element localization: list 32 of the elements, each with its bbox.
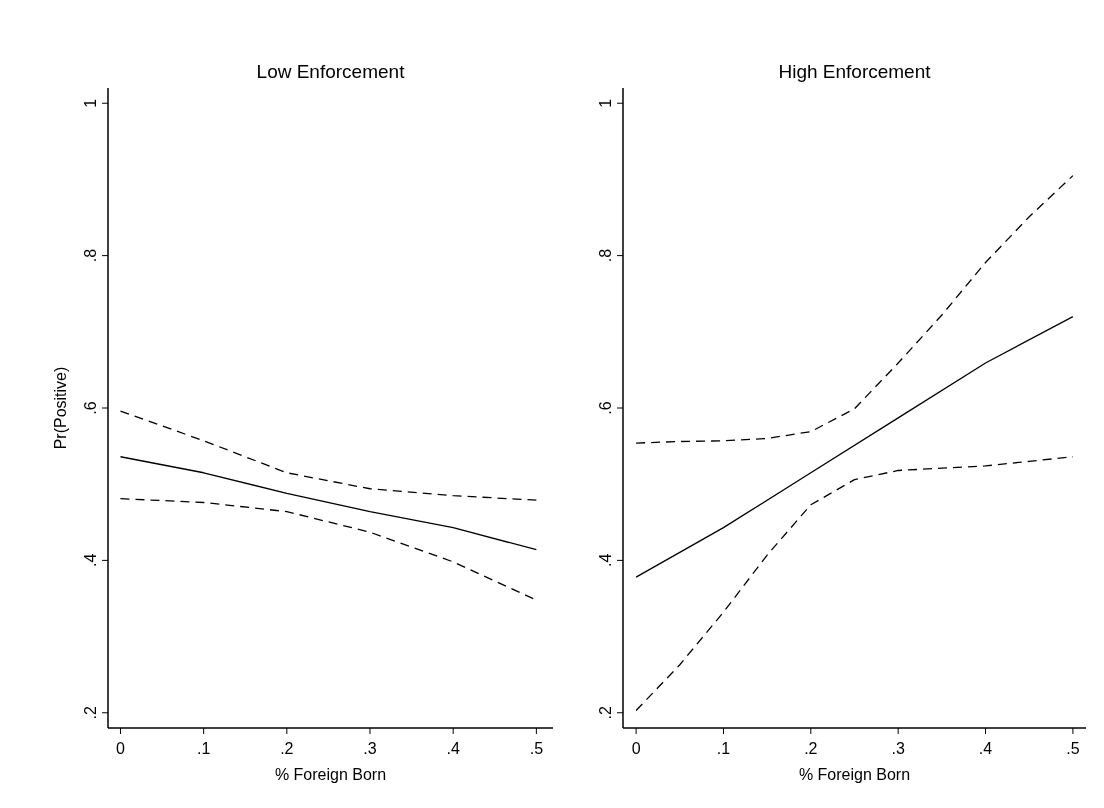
x-tick-label: .5 [529, 740, 544, 757]
x-axis-title: % Foreign Born [274, 766, 387, 783]
x-tick-label: .1 [716, 740, 731, 757]
x-tick-label: .3 [891, 740, 905, 757]
chart-title: Low Enforcement [256, 61, 406, 82]
y-tick-label: 1 [82, 98, 99, 108]
line-series [119, 456, 538, 551]
chart-title: High Enforcement [778, 61, 932, 82]
x-tick-label: .4 [978, 740, 993, 757]
x-axis-title: % Foreign Born [798, 766, 911, 783]
y-tick-label: 1 [597, 98, 614, 108]
x-tick-label: 0 [116, 740, 126, 757]
y-tick-label: .2 [597, 705, 614, 720]
x-tick-label: .1 [196, 740, 211, 757]
y-tick-label: .4 [597, 553, 614, 568]
x-tick-label: .5 [1066, 740, 1080, 757]
x-tick-label: .3 [363, 740, 377, 757]
line-series [635, 174, 1074, 444]
line-series [635, 315, 1074, 578]
y-tick-label: .8 [82, 248, 99, 263]
y-tick-label: .8 [597, 248, 614, 263]
x-tick-label: 0 [631, 740, 641, 757]
y-axis-title: Pr(Positive) [52, 366, 69, 450]
x-tick-label: .2 [280, 740, 294, 757]
y-tick-label: .2 [82, 705, 99, 720]
x-tick-label: .4 [446, 740, 460, 757]
y-tick-label: .4 [82, 553, 99, 568]
y-tick-label: .6 [597, 401, 614, 415]
x-tick-label: .2 [804, 740, 818, 757]
y-tick-label: .6 [82, 401, 99, 415]
line-series [635, 456, 1074, 712]
line-series [119, 410, 538, 501]
